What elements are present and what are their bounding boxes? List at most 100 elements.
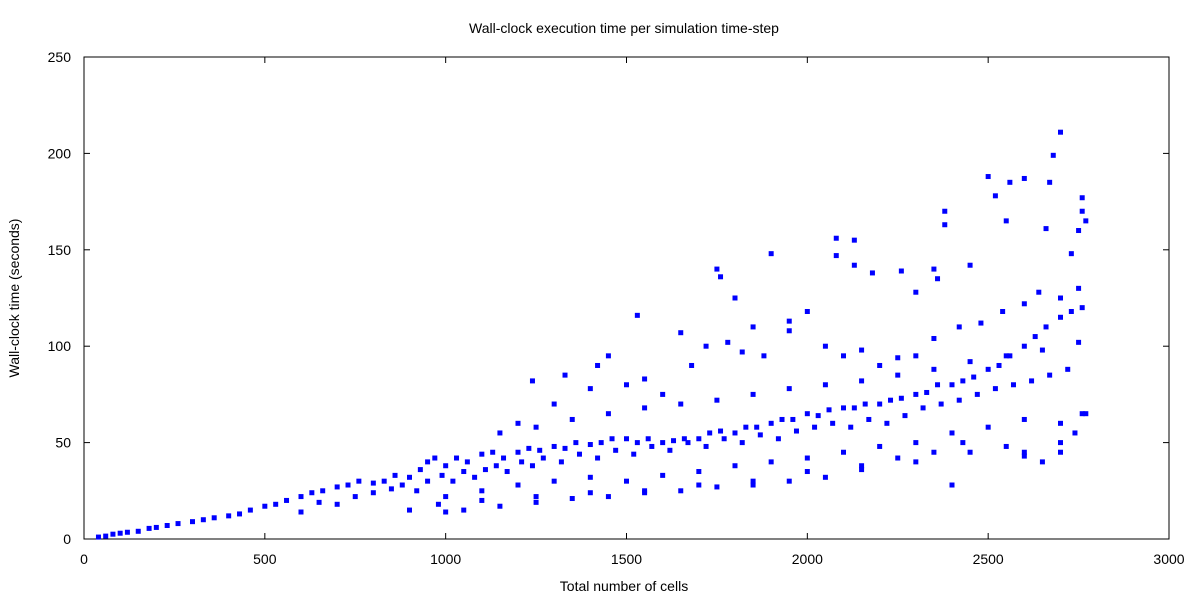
data-point [645, 436, 651, 442]
x-tick-label: 3000 [1153, 551, 1184, 567]
data-point [345, 482, 351, 488]
data-point [569, 496, 575, 502]
data-point [309, 490, 315, 496]
data-point [425, 459, 431, 465]
data-point [841, 353, 846, 359]
data-point [370, 490, 376, 496]
data-point [714, 397, 720, 403]
data-point [501, 455, 507, 461]
data-point [1021, 175, 1027, 181]
data-point [750, 482, 756, 488]
data-point [804, 469, 810, 475]
axis-ticks [83, 56, 1170, 540]
data-point [417, 467, 423, 473]
x-tick-label: 0 [80, 551, 88, 567]
data-point [869, 270, 875, 276]
data-point [671, 438, 677, 444]
data-point [992, 386, 998, 392]
x-tick-label: 500 [253, 551, 277, 567]
data-point [851, 237, 857, 243]
y-tick-label: 100 [48, 338, 72, 354]
data-point [978, 320, 984, 326]
data-point [388, 486, 394, 492]
data-point [974, 391, 980, 397]
data-point [1021, 343, 1027, 349]
data-point [942, 222, 948, 228]
data-point [960, 378, 966, 384]
data-point [895, 372, 901, 378]
data-point [804, 411, 810, 417]
data-point [450, 478, 456, 484]
data-point [985, 174, 991, 180]
data-point [913, 391, 919, 397]
data-point [1068, 251, 1074, 257]
data-point [454, 455, 460, 461]
data-point [660, 440, 666, 446]
data-point [775, 436, 781, 442]
data-point [992, 193, 998, 199]
data-point [1003, 218, 1009, 224]
data-point [786, 386, 792, 392]
data-point [407, 474, 412, 480]
data-point [718, 428, 724, 434]
data-point [949, 382, 955, 388]
data-point [833, 235, 839, 241]
data-point [1029, 378, 1035, 384]
data-point [551, 401, 557, 407]
data-point [425, 478, 431, 484]
data-point [443, 509, 449, 515]
data-point [624, 436, 629, 442]
data-point [913, 459, 919, 465]
data-point [1007, 179, 1013, 185]
data-point [1039, 347, 1045, 353]
data-point [1043, 324, 1049, 330]
data-point [703, 343, 709, 349]
data-point [985, 424, 991, 430]
data-point [1079, 411, 1085, 417]
data-point [479, 497, 485, 503]
data-point [732, 463, 738, 469]
data-point [696, 436, 702, 442]
data-point [334, 484, 340, 490]
data-point [320, 488, 326, 494]
data-point [529, 378, 535, 384]
data-point [200, 517, 206, 523]
data-point [833, 253, 839, 259]
data-point [316, 499, 322, 505]
x-tick-label: 2000 [792, 551, 823, 567]
data-point [110, 531, 116, 537]
data-point [1021, 416, 1027, 422]
data-point [124, 529, 130, 535]
data-point [262, 503, 268, 509]
data-point [1076, 285, 1082, 291]
data-point [942, 208, 948, 214]
data-point [439, 472, 445, 478]
data-point [714, 266, 720, 272]
data-point [1021, 301, 1027, 307]
data-point [493, 463, 499, 469]
data-point [1083, 411, 1089, 417]
data-point [815, 413, 821, 419]
data-point [515, 482, 521, 488]
data-point [739, 440, 745, 446]
data-point [949, 430, 955, 436]
data-point [877, 443, 883, 449]
data-point [866, 416, 872, 422]
data-point [924, 389, 930, 395]
data-point [529, 463, 535, 469]
data-point [370, 480, 376, 486]
data-point [812, 424, 818, 430]
data-point [642, 490, 648, 496]
data-point [103, 533, 109, 539]
data-point [888, 397, 894, 403]
data-point [624, 478, 629, 484]
data-point [681, 436, 687, 442]
data-point [913, 289, 919, 295]
y-tick-label: 150 [48, 242, 72, 258]
data-point [1007, 353, 1013, 359]
data-point [414, 488, 420, 494]
x-tick-label: 1500 [611, 551, 642, 567]
data-point [1047, 179, 1053, 185]
data-point [587, 474, 593, 480]
data-point [786, 328, 792, 334]
